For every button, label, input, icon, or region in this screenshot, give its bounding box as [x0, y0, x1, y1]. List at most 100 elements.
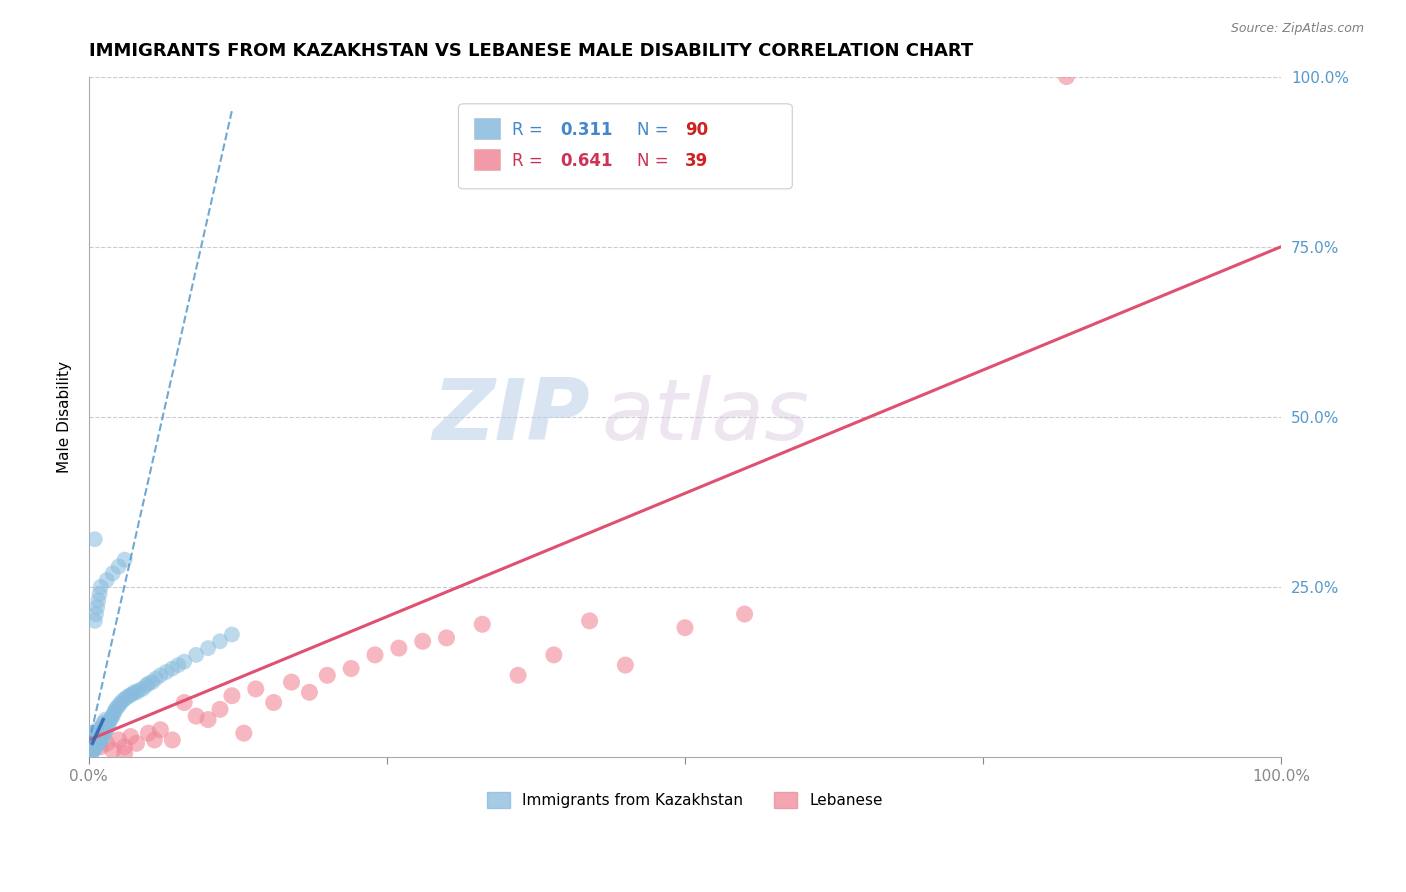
FancyBboxPatch shape	[458, 103, 792, 189]
Point	[79, 739, 101, 754]
Point	[197, 713, 219, 727]
Point	[412, 634, 434, 648]
FancyBboxPatch shape	[474, 118, 501, 138]
Point	[173, 696, 195, 710]
Point	[91, 730, 114, 744]
Point	[82, 733, 104, 747]
Point	[98, 713, 121, 727]
Point	[167, 658, 190, 673]
Point	[83, 730, 105, 744]
Point	[84, 739, 107, 754]
Point	[82, 731, 104, 745]
Point	[86, 731, 108, 745]
Point	[673, 621, 696, 635]
Point	[86, 600, 108, 615]
Point	[111, 694, 134, 708]
Point	[364, 648, 387, 662]
Point	[138, 726, 160, 740]
Point	[97, 719, 120, 733]
Point	[162, 733, 184, 747]
Point	[114, 552, 136, 566]
Point	[128, 683, 150, 698]
Point	[79, 736, 101, 750]
Point	[197, 641, 219, 656]
Point	[79, 744, 101, 758]
Point	[83, 738, 105, 752]
Point	[96, 573, 118, 587]
Point	[90, 739, 112, 754]
Point	[125, 685, 148, 699]
Point	[143, 733, 166, 747]
Point	[83, 614, 105, 628]
Point	[83, 743, 105, 757]
Point	[120, 730, 142, 744]
Text: IMMIGRANTS FROM KAZAKHSTAN VS LEBANESE MALE DISABILITY CORRELATION CHART: IMMIGRANTS FROM KAZAKHSTAN VS LEBANESE M…	[89, 42, 973, 60]
Point	[1056, 70, 1078, 84]
Point	[114, 747, 136, 761]
Text: 0.641: 0.641	[560, 153, 612, 170]
Point	[221, 689, 243, 703]
Point	[91, 719, 114, 733]
Point	[79, 738, 101, 752]
Point	[101, 743, 124, 757]
Point	[80, 736, 103, 750]
Point	[89, 587, 111, 601]
Text: 90: 90	[685, 120, 709, 139]
Point	[340, 661, 363, 675]
Point	[84, 607, 107, 621]
Point	[114, 692, 136, 706]
Text: R =: R =	[512, 120, 548, 139]
Point	[91, 731, 114, 745]
Point	[138, 676, 160, 690]
Text: 0.311: 0.311	[560, 120, 612, 139]
Point	[186, 648, 208, 662]
Point	[208, 702, 231, 716]
Point	[90, 580, 112, 594]
Point	[105, 701, 128, 715]
Point	[263, 696, 285, 710]
Point	[79, 736, 101, 750]
Point	[86, 738, 108, 752]
Point	[186, 709, 208, 723]
Point	[80, 733, 103, 747]
Point	[84, 726, 107, 740]
Point	[79, 733, 101, 747]
Point	[80, 739, 103, 754]
Point	[82, 739, 104, 754]
Point	[80, 726, 103, 740]
Point	[87, 736, 110, 750]
Legend: Immigrants from Kazakhstan, Lebanese: Immigrants from Kazakhstan, Lebanese	[481, 786, 889, 814]
Point	[107, 733, 129, 747]
Point	[83, 730, 105, 744]
Point	[115, 690, 138, 704]
Point	[121, 687, 143, 701]
Point	[94, 713, 117, 727]
Point	[221, 627, 243, 641]
Point	[245, 681, 267, 696]
Point	[118, 689, 141, 703]
Text: R =: R =	[512, 153, 548, 170]
Point	[232, 726, 254, 740]
Point	[108, 697, 131, 711]
Point	[155, 665, 177, 679]
Point	[122, 685, 145, 699]
Point	[107, 698, 129, 713]
Point	[506, 668, 529, 682]
Point	[100, 710, 122, 724]
Point	[93, 726, 115, 740]
Point	[145, 672, 167, 686]
Point	[83, 741, 105, 756]
Point	[83, 733, 105, 747]
Point	[86, 723, 108, 737]
Point	[114, 739, 136, 754]
Point	[79, 741, 101, 756]
Point	[91, 715, 114, 730]
Point	[80, 730, 103, 744]
Point	[94, 724, 117, 739]
Point	[162, 661, 184, 675]
Point	[578, 614, 600, 628]
Text: atlas: atlas	[602, 376, 810, 458]
Point	[96, 723, 118, 737]
Point	[84, 733, 107, 747]
Point	[614, 658, 637, 673]
